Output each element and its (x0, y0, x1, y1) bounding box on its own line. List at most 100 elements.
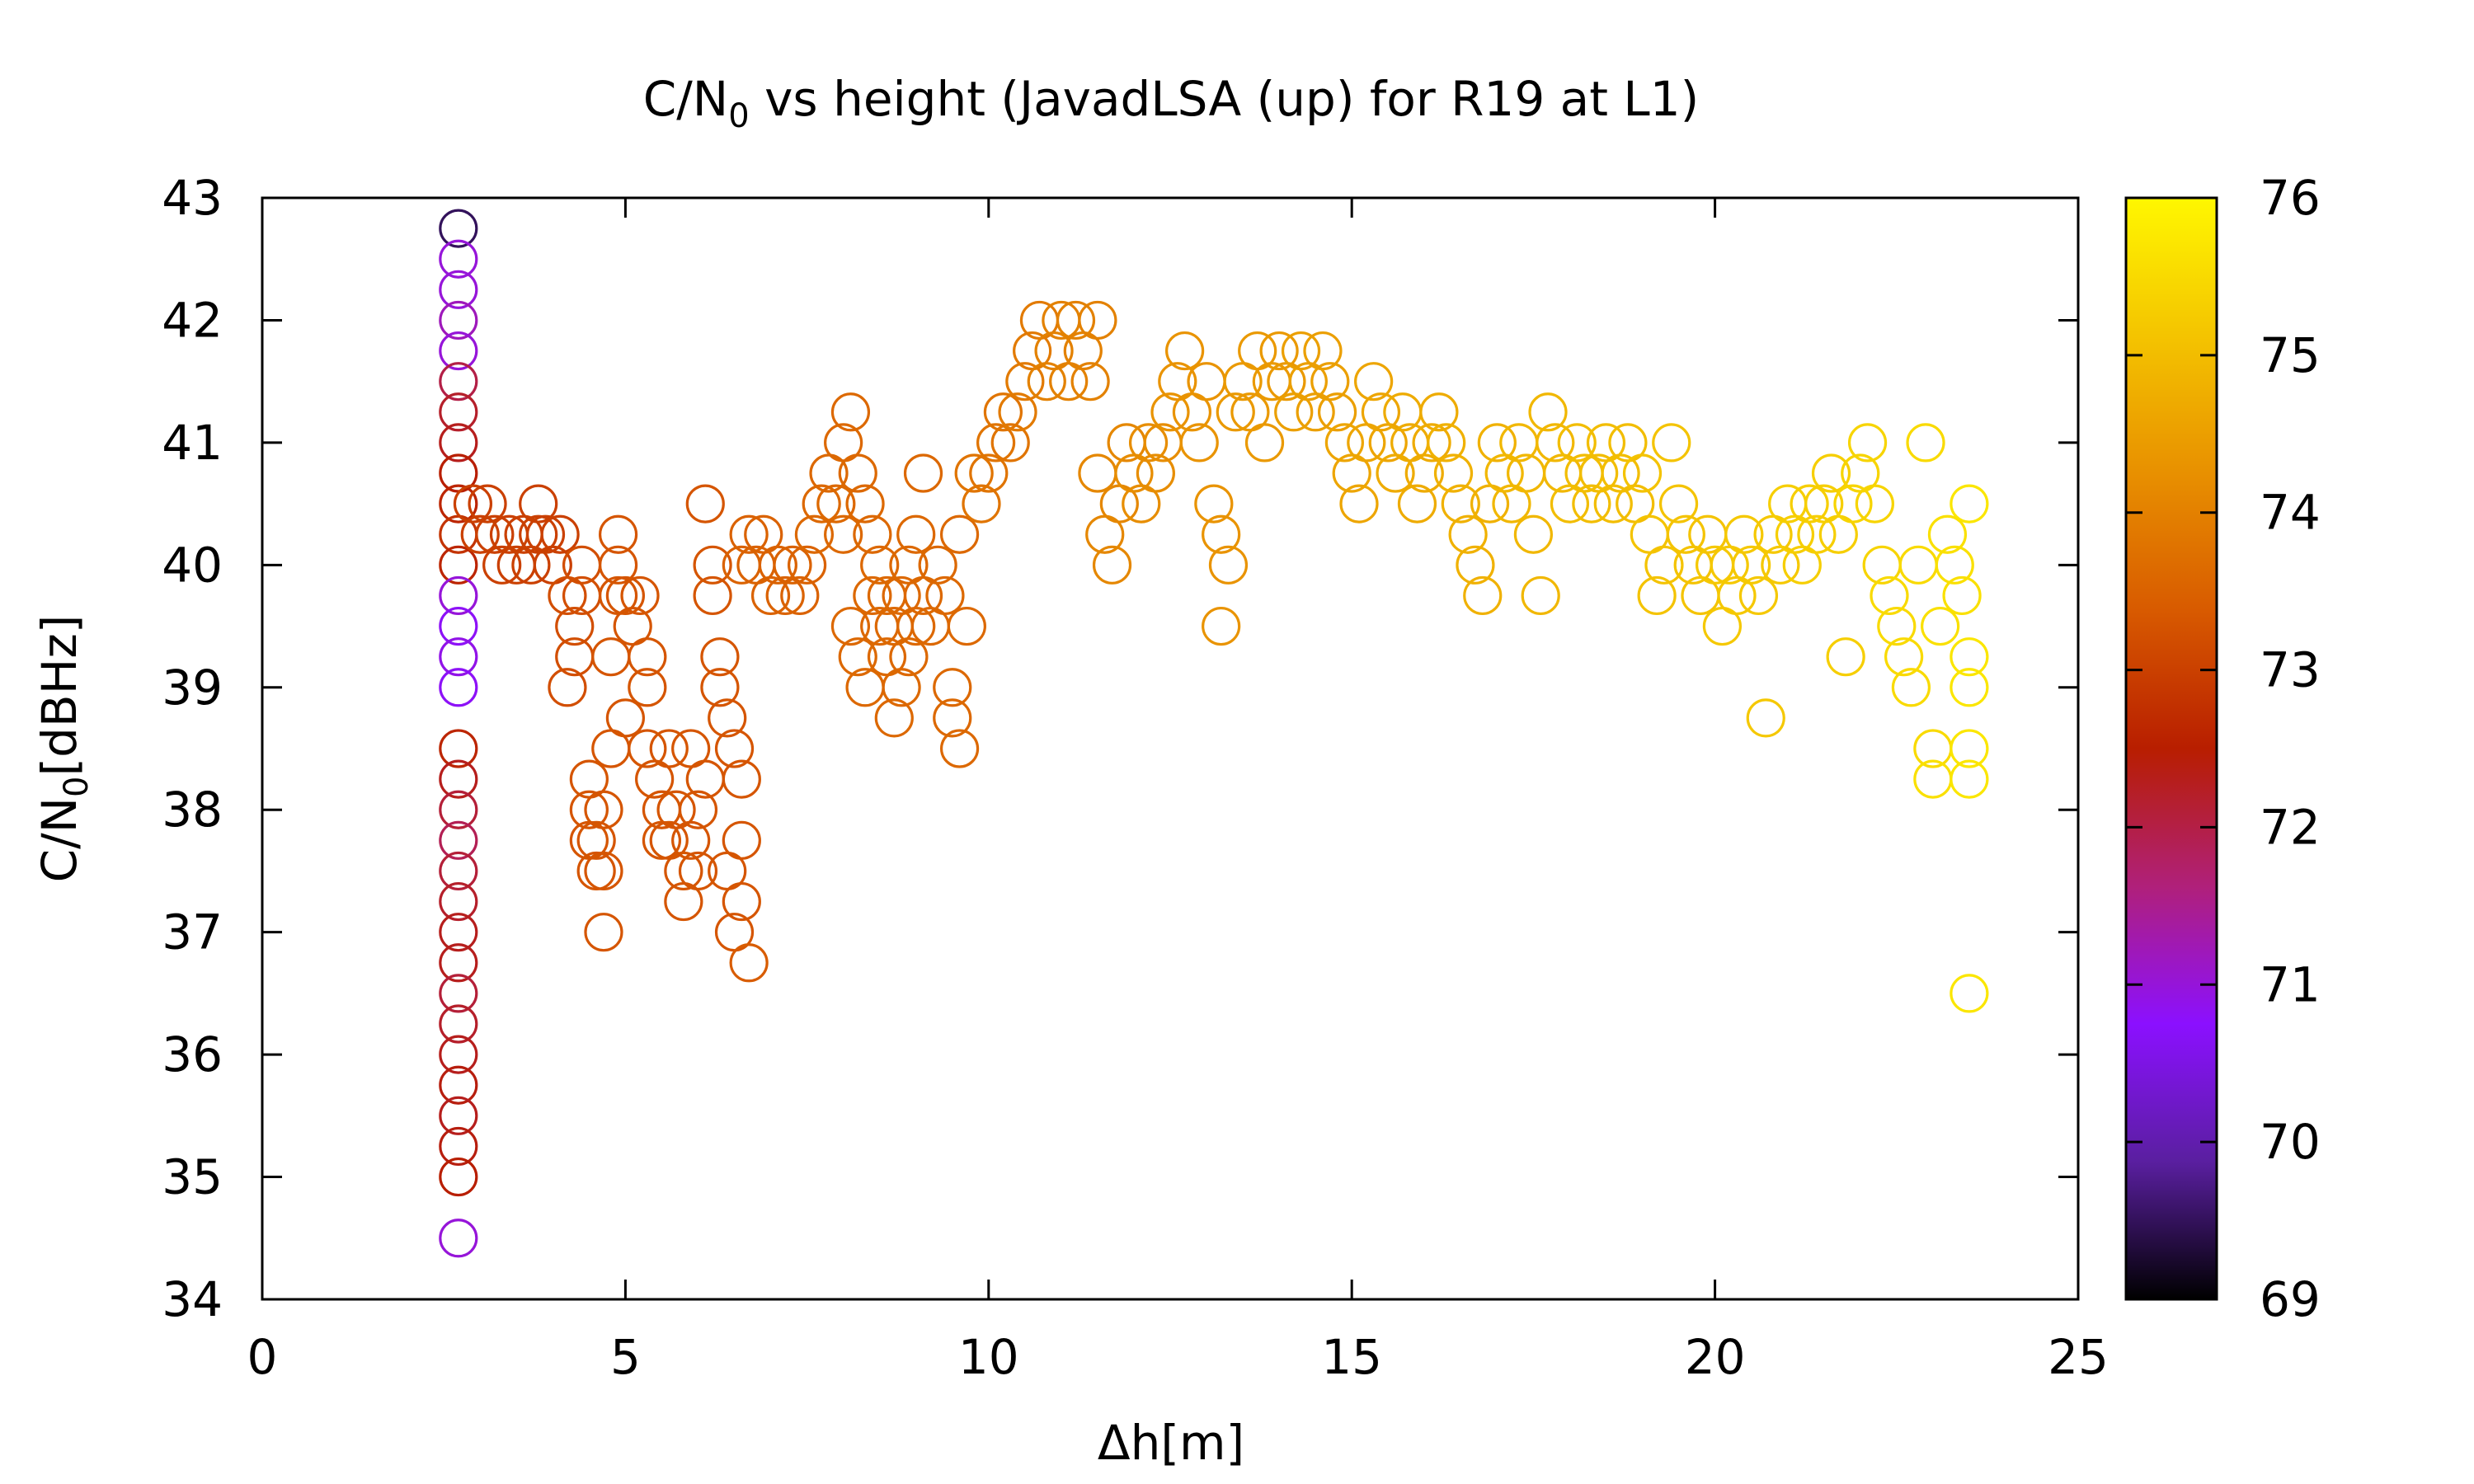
data-point (1165, 331, 1205, 371)
data-point (439, 606, 478, 646)
data-point (1950, 759, 1989, 799)
y-tick-label: 43 (162, 170, 223, 226)
data-point (439, 820, 478, 860)
data-point (460, 514, 500, 554)
data-point (1826, 637, 1865, 677)
data-point (576, 851, 616, 891)
data-point (1898, 545, 1938, 585)
data-point (1870, 575, 1909, 616)
data-point (896, 514, 936, 554)
data-point (983, 392, 1023, 432)
data-point (1005, 362, 1045, 402)
x-tick-label: 25 (2048, 1329, 2109, 1385)
data-point (1927, 514, 1968, 554)
data-point (1950, 484, 1989, 524)
data-points (439, 209, 1989, 1258)
colorbar-tick-label: 74 (2260, 485, 2321, 541)
data-point (664, 851, 703, 891)
data-point (1324, 423, 1364, 463)
data-point (1921, 606, 1960, 646)
data-point (1935, 545, 1974, 585)
data-point (555, 606, 595, 646)
data-point (548, 668, 587, 707)
data-point (1179, 423, 1219, 463)
data-point (1078, 453, 1117, 493)
colorbar-tick-label: 76 (2260, 170, 2321, 226)
data-point (439, 637, 478, 677)
data-point (693, 575, 732, 616)
data-point (750, 575, 791, 616)
data-point (1244, 423, 1285, 463)
data-point (519, 484, 558, 524)
y-tick-label: 36 (162, 1026, 223, 1082)
data-point (1202, 606, 1241, 646)
data-point (1216, 392, 1255, 432)
data-point (830, 606, 871, 646)
data-point (722, 881, 761, 922)
y-axis: 34 35 36 37 38 39 40 41 42 43 (162, 170, 2078, 1327)
data-point (439, 209, 478, 248)
data-point (1354, 362, 1394, 402)
data-point (1884, 637, 1924, 677)
data-point (1361, 392, 1401, 432)
data-point (439, 239, 478, 279)
data-point (1950, 637, 1989, 677)
x-tick-label: 0 (247, 1329, 278, 1385)
data-point (525, 514, 566, 554)
data-point (1746, 698, 1785, 738)
data-point (1150, 392, 1190, 432)
data-point (954, 453, 994, 493)
data-point (1339, 484, 1379, 524)
data-point (1652, 423, 1691, 463)
x-axis-label: Δh[m] (1098, 1415, 1244, 1471)
data-point (468, 484, 507, 524)
data-point (1658, 484, 1699, 524)
colorbar-tick-label: 72 (2260, 799, 2321, 855)
data-point (1797, 514, 1837, 554)
data-point (1528, 392, 1568, 432)
y-tick-label: 41 (162, 415, 223, 471)
data-point (439, 668, 478, 707)
data-point (722, 759, 761, 799)
data-point (780, 575, 820, 616)
data-point (439, 790, 478, 829)
data-point (933, 698, 972, 738)
data-point (439, 423, 478, 463)
data-point (939, 729, 980, 768)
y-tick-label: 35 (162, 1149, 223, 1205)
data-point (787, 545, 827, 585)
data-point (439, 974, 478, 1013)
data-point (605, 575, 646, 616)
data-point (830, 392, 871, 432)
data-point (678, 851, 718, 891)
data-point (1622, 453, 1663, 493)
data-point (439, 1035, 478, 1074)
colorbar-ticks: 69 70 71 72 73 74 75 76 (2126, 170, 2321, 1327)
data-point (729, 943, 769, 983)
data-point (1557, 423, 1597, 463)
data-point (838, 453, 877, 493)
colorbar-gradient (2124, 196, 2218, 1301)
data-point (598, 514, 638, 554)
data-point (439, 575, 478, 616)
data-point (1397, 484, 1437, 524)
data-point (1281, 331, 1321, 371)
data-point (802, 484, 841, 524)
data-point (700, 668, 740, 707)
data-point (453, 484, 493, 524)
data-point (1456, 545, 1495, 585)
data-point (584, 851, 623, 891)
data-point (1027, 362, 1066, 402)
data-point (439, 759, 478, 799)
colorbar-tick-label: 73 (2260, 642, 2321, 698)
colorbar-tick-label: 75 (2260, 327, 2321, 383)
data-point (439, 1065, 478, 1105)
data-point (693, 545, 732, 585)
data-point (576, 820, 616, 860)
data-point (439, 913, 478, 952)
data-point (439, 331, 478, 371)
data-point (882, 668, 921, 707)
y-tick-label: 42 (162, 292, 223, 348)
data-point (1666, 514, 1705, 554)
data-point (1847, 423, 1888, 463)
